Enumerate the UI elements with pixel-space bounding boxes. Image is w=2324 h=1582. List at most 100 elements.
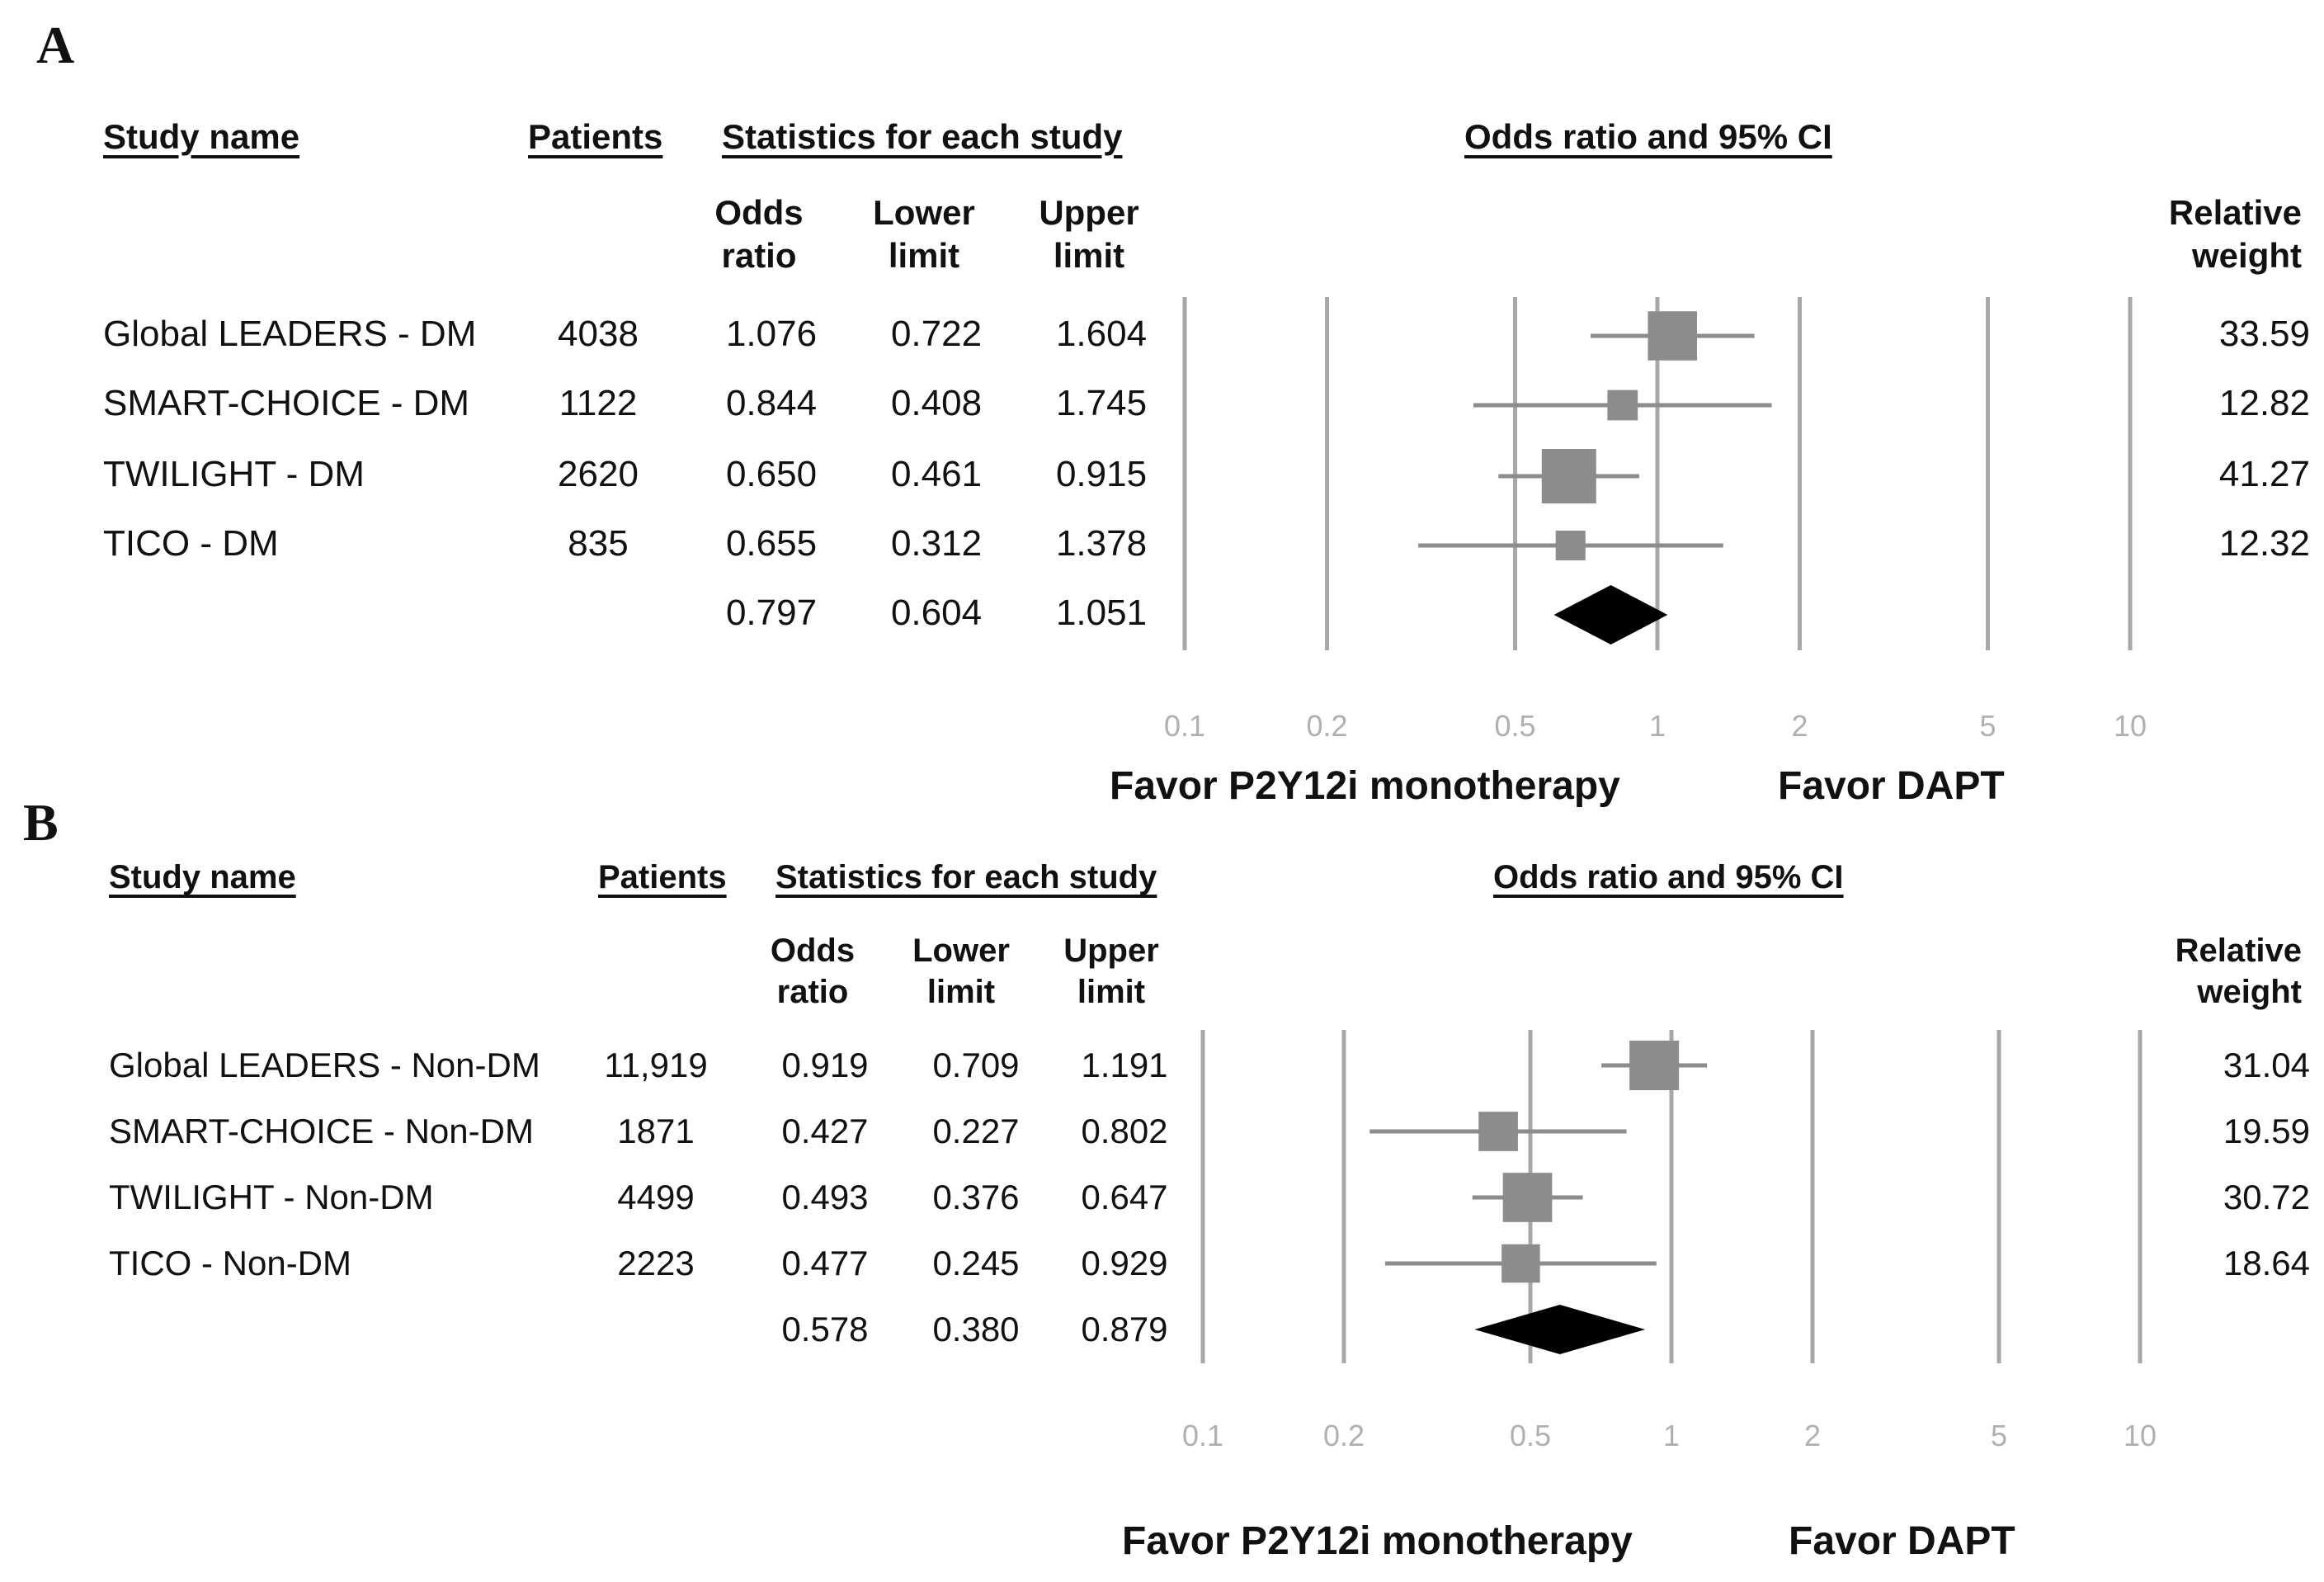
- header-relative-weight-line1: Relative: [2175, 933, 2302, 969]
- pooled-diamond: [1474, 1305, 1646, 1354]
- x-tick-label: 5: [1991, 1419, 2007, 1452]
- header-relative-weight-line2: weight: [2192, 236, 2302, 275]
- effect-box: [1607, 390, 1638, 421]
- odds-ratio: 0.477: [781, 1244, 869, 1282]
- forest-plot-a: 0.1 0.2 0.5 1 2 5 10: [1164, 297, 2147, 743]
- header-study-name: Study name: [103, 117, 300, 156]
- study-name: SMART-CHOICE - Non-DM: [109, 1112, 534, 1150]
- panel-a: A Study name Patients Statistics for eac…: [36, 16, 2310, 808]
- header-statistics: Statistics for each study: [722, 117, 1123, 156]
- x-tick-label: 1: [1663, 1419, 1680, 1452]
- effect-box: [1478, 1112, 1518, 1151]
- header-lower-limit-line2: limit: [888, 236, 960, 275]
- relative-weight: 12.82: [2218, 383, 2310, 423]
- x-tick-label: 0.2: [1306, 709, 1347, 743]
- header-upper-limit-line1: Upper: [1039, 193, 1139, 232]
- upper-limit: 1.191: [1081, 1046, 1168, 1084]
- header-lower-limit-line1: Lower: [912, 933, 1010, 969]
- summary-odds-ratio: 0.797: [725, 593, 818, 633]
- effect-box: [1502, 1173, 1553, 1222]
- upper-limit: 1.604: [1055, 314, 1148, 354]
- header-upper-limit-line2: limit: [1077, 974, 1146, 1010]
- header-odds-ratio-line1: Odds: [714, 193, 804, 232]
- summary-lower-limit: 0.604: [890, 593, 983, 633]
- header-odds-ci: Odds ratio and 95% CI: [1493, 859, 1844, 895]
- x-tick-label: 0.5: [1510, 1419, 1551, 1452]
- x-tick-label: 10: [2124, 1419, 2157, 1452]
- header-upper-limit: Upper limit: [1049, 930, 1173, 1013]
- effect-box: [1648, 311, 1697, 361]
- favor-left-label: Favor P2Y12i monotherapy: [1122, 1519, 1633, 1563]
- x-tick-label: 0.5: [1494, 709, 1535, 743]
- header-odds-ci: Odds ratio and 95% CI: [1464, 117, 1832, 156]
- odds-ratio: 0.427: [781, 1112, 869, 1150]
- effect-box: [1541, 449, 1596, 503]
- header-lower-limit: Lower limit: [899, 930, 1023, 1013]
- x-tick-label: 0.1: [1164, 709, 1205, 743]
- lower-limit: 0.227: [932, 1112, 1020, 1150]
- x-tick-label: 1: [1649, 709, 1666, 743]
- effect-box: [1555, 530, 1586, 561]
- relative-weight: 12.32: [2218, 523, 2310, 564]
- favor-left-label: Favor P2Y12i monotherapy: [1110, 764, 1620, 808]
- header-statistics: Statistics for each study: [775, 859, 1157, 895]
- odds-ratio: 0.650: [725, 454, 818, 494]
- header-lower-limit: Lower limit: [862, 191, 986, 277]
- header-odds-ratio: Odds ratio: [701, 191, 817, 277]
- relative-weight: 18.64: [2223, 1244, 2310, 1282]
- study-name: SMART-CHOICE - DM: [103, 383, 470, 423]
- summary-lower-limit: 0.380: [932, 1310, 1020, 1348]
- panel-label: A: [36, 16, 75, 74]
- header-odds-ratio-line1: Odds: [770, 933, 856, 969]
- lower-limit: 0.461: [890, 454, 983, 494]
- x-tick-label: 2: [1804, 1419, 1821, 1452]
- lower-limit: 0.312: [890, 523, 983, 564]
- effect-box: [1501, 1244, 1540, 1283]
- upper-limit: 0.802: [1081, 1112, 1168, 1150]
- x-tick-label: 0.2: [1323, 1419, 1365, 1452]
- relative-weight: 41.27: [2218, 454, 2310, 494]
- header-study-name: Study name: [109, 859, 296, 895]
- summary-odds-ratio: 0.578: [781, 1310, 869, 1348]
- study-name: TICO - Non-DM: [109, 1244, 351, 1282]
- header-odds-ratio-line2: ratio: [721, 236, 797, 275]
- effect-box: [1629, 1041, 1680, 1090]
- odds-ratio: 1.076: [725, 314, 818, 354]
- patients: 1122: [559, 383, 638, 423]
- upper-limit: 1.745: [1055, 383, 1148, 423]
- lower-limit: 0.245: [932, 1244, 1020, 1282]
- lower-limit: 0.722: [890, 314, 983, 354]
- x-tick-label: 2: [1791, 709, 1808, 743]
- upper-limit: 0.647: [1081, 1178, 1168, 1216]
- patients: 2223: [617, 1244, 695, 1282]
- header-lower-limit-line1: Lower: [873, 193, 975, 232]
- header-odds-ratio: Odds ratio: [755, 930, 870, 1013]
- study-name: TWILIGHT - DM: [103, 454, 365, 494]
- x-tick-label: 10: [2114, 709, 2147, 743]
- favor-right-label: Favor DAPT: [1778, 764, 2005, 808]
- odds-ratio: 0.655: [725, 523, 818, 564]
- patients: 4038: [558, 314, 639, 354]
- study-name: Global LEADERS - DM: [103, 314, 477, 354]
- header-relative-weight: Relative weight: [2137, 930, 2302, 1013]
- header-relative-weight: Relative weight: [2137, 191, 2302, 277]
- header-upper-limit-line1: Upper: [1063, 933, 1159, 969]
- pooled-diamond: [1553, 585, 1668, 645]
- study-name: Global LEADERS - Non-DM: [109, 1046, 540, 1084]
- patients: 4499: [617, 1178, 695, 1216]
- study-name: TWILIGHT - Non-DM: [109, 1178, 434, 1216]
- header-upper-limit-line2: limit: [1053, 236, 1125, 275]
- patients: 2620: [558, 454, 639, 494]
- header-relative-weight-line1: Relative: [2168, 193, 2302, 232]
- odds-ratio: 0.493: [781, 1178, 869, 1216]
- upper-limit: 0.915: [1055, 454, 1148, 494]
- upper-limit: 0.929: [1081, 1244, 1168, 1282]
- patients: 1871: [617, 1112, 695, 1150]
- panel-label: B: [23, 793, 59, 852]
- x-tick-label: 5: [1979, 709, 1996, 743]
- upper-limit: 1.378: [1055, 523, 1148, 564]
- odds-ratio: 0.919: [781, 1046, 869, 1084]
- relative-weight: 33.59: [2218, 314, 2310, 354]
- header-relative-weight-line2: weight: [2197, 974, 2302, 1010]
- favor-right-label: Favor DAPT: [1789, 1519, 2015, 1563]
